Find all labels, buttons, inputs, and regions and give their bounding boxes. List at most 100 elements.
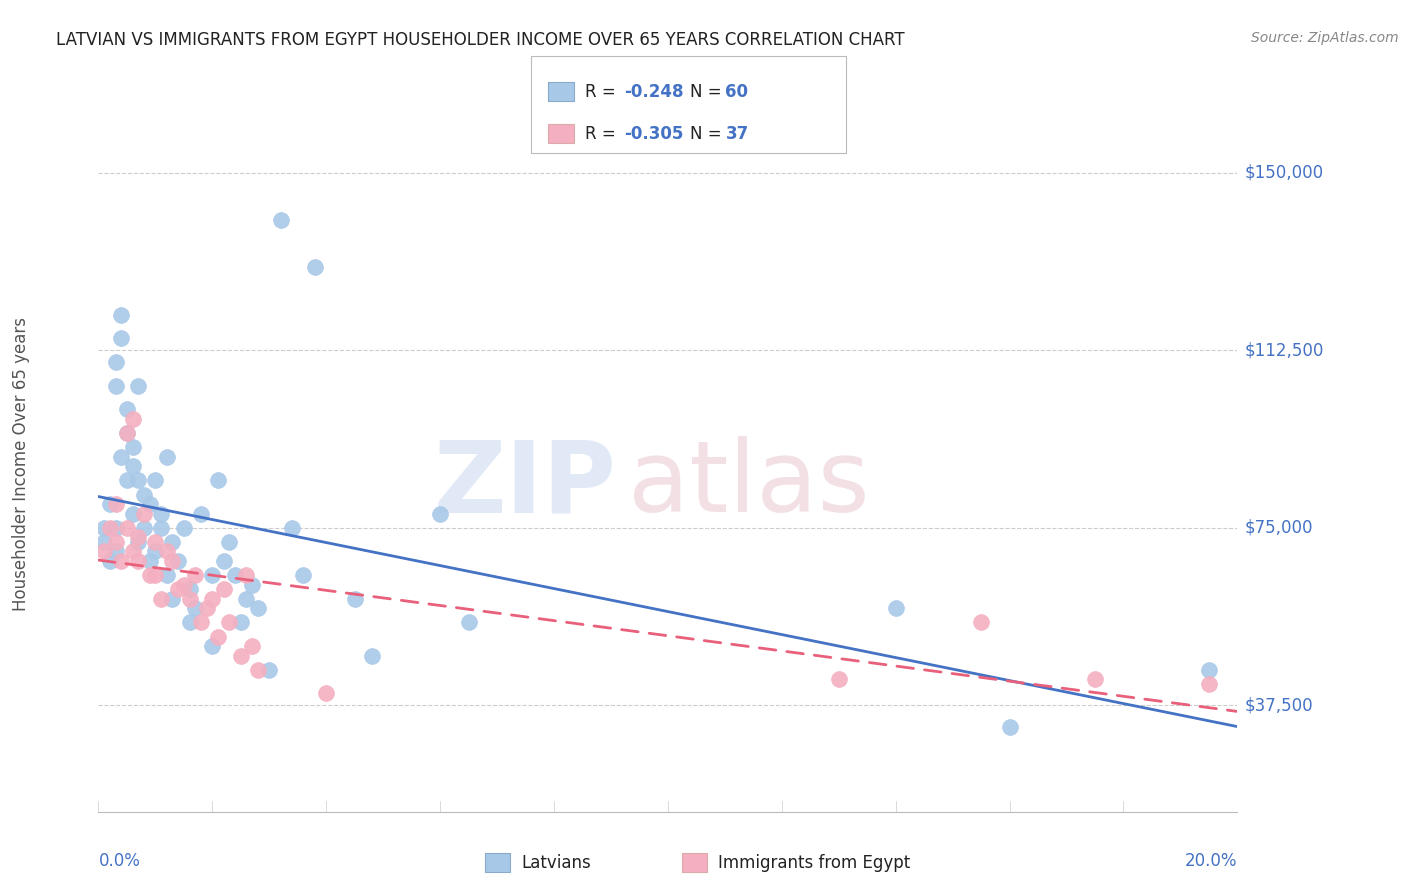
Point [167, 554, 190, 568]
Point [104, 521, 127, 535]
Point [104, 355, 127, 369]
Point [235, 568, 257, 582]
Point [145, 568, 167, 582]
Point [201, 568, 224, 582]
Point [115, 426, 138, 441]
Point [360, 648, 382, 663]
Text: $37,500: $37,500 [1244, 697, 1313, 714]
Point [998, 719, 1021, 733]
Point [127, 554, 149, 568]
Point [145, 535, 167, 549]
Text: $75,000: $75,000 [1244, 519, 1313, 537]
Point [429, 507, 451, 521]
Point [93, 535, 115, 549]
Point [127, 474, 149, 488]
Point [207, 630, 229, 644]
Point [162, 535, 184, 549]
Point [828, 672, 851, 686]
Text: atlas: atlas [628, 436, 870, 533]
Point [110, 331, 132, 345]
Point [229, 615, 252, 630]
Text: $150,000: $150,000 [1244, 164, 1323, 182]
Point [121, 412, 143, 426]
Text: $112,500: $112,500 [1244, 342, 1323, 359]
Point [240, 639, 263, 653]
Point [138, 554, 160, 568]
Text: N =: N = [690, 83, 727, 101]
Text: Source: ZipAtlas.com: Source: ZipAtlas.com [1251, 31, 1399, 45]
Point [115, 402, 138, 417]
Point [104, 497, 127, 511]
Point [173, 577, 195, 591]
Point [218, 615, 240, 630]
Point [1084, 672, 1107, 686]
Point [179, 582, 201, 597]
Point [121, 459, 143, 474]
Point [281, 521, 304, 535]
Point [179, 615, 201, 630]
Point [115, 426, 138, 441]
Point [110, 308, 132, 322]
Text: -0.305: -0.305 [624, 125, 683, 143]
Point [121, 440, 143, 454]
Point [115, 474, 138, 488]
Point [1198, 663, 1220, 677]
Point [138, 497, 160, 511]
Point [156, 544, 179, 558]
Point [315, 686, 337, 700]
Point [207, 474, 229, 488]
Point [121, 544, 143, 558]
Point [93, 521, 115, 535]
Point [240, 577, 263, 591]
Point [201, 639, 224, 653]
Point [1198, 677, 1220, 691]
Text: Immigrants from Egypt: Immigrants from Egypt [718, 854, 911, 871]
Point [167, 582, 190, 597]
Text: Latvians: Latvians [522, 854, 592, 871]
Point [235, 591, 257, 606]
Point [173, 521, 195, 535]
Text: 20.0%: 20.0% [1185, 852, 1237, 870]
Point [246, 663, 269, 677]
Point [201, 591, 224, 606]
Point [127, 535, 149, 549]
Point [98, 497, 121, 511]
Point [270, 213, 292, 227]
Text: N =: N = [690, 125, 727, 143]
Point [132, 487, 155, 501]
Point [110, 554, 132, 568]
Point [150, 591, 173, 606]
Point [150, 521, 173, 535]
Point [190, 615, 212, 630]
Point [970, 615, 993, 630]
Point [156, 568, 179, 582]
Text: ZIP: ZIP [433, 436, 617, 533]
Point [98, 521, 121, 535]
Point [292, 568, 315, 582]
Point [150, 507, 173, 521]
Point [304, 260, 326, 275]
Point [343, 591, 366, 606]
Point [145, 544, 167, 558]
Point [98, 554, 121, 568]
Text: Householder Income Over 65 years: Householder Income Over 65 years [13, 317, 30, 611]
Point [179, 591, 201, 606]
Text: LATVIAN VS IMMIGRANTS FROM EGYPT HOUSEHOLDER INCOME OVER 65 YEARS CORRELATION CH: LATVIAN VS IMMIGRANTS FROM EGYPT HOUSEHO… [56, 31, 905, 49]
Point [246, 601, 269, 615]
Text: 0.0%: 0.0% [98, 852, 141, 870]
Point [132, 521, 155, 535]
Text: R =: R = [585, 125, 621, 143]
Text: 37: 37 [725, 125, 749, 143]
Point [184, 568, 207, 582]
Point [195, 601, 218, 615]
Point [229, 648, 252, 663]
Point [190, 507, 212, 521]
Point [127, 378, 149, 392]
Point [224, 568, 246, 582]
Point [115, 521, 138, 535]
Point [156, 450, 179, 464]
Point [162, 554, 184, 568]
Point [212, 554, 235, 568]
Text: -0.248: -0.248 [624, 83, 683, 101]
Point [212, 582, 235, 597]
